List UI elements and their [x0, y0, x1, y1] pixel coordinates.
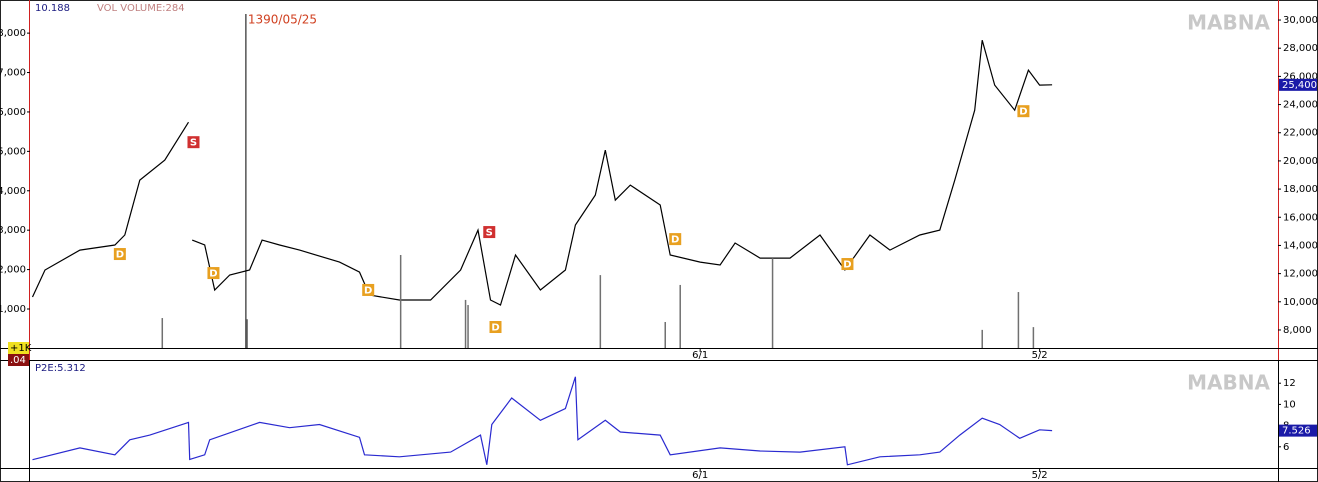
y2-tick-label: 22,000 — [1283, 128, 1318, 139]
event-marker-label: S — [486, 228, 493, 239]
volume-bar — [599, 275, 602, 348]
y2-tick-label: 28,000 — [1283, 43, 1318, 54]
last-value-box — [1279, 78, 1317, 91]
x-tick-label: 6/1 — [692, 350, 708, 361]
price-line — [32, 376, 1053, 466]
y-tick-label: 5,000 — [0, 146, 26, 157]
last-value-label: 25,400 — [1282, 80, 1317, 91]
y-tick-label: 2,000 — [0, 265, 26, 276]
event-marker — [483, 226, 496, 239]
y2-tick-label: 12 — [1283, 378, 1296, 389]
volume-bar — [1017, 292, 1020, 348]
y-tick-label: 3,000 — [0, 225, 26, 236]
event-marker — [669, 233, 682, 246]
y2-tick-label: 16,000 — [1283, 212, 1318, 223]
event-marker-label: D — [116, 250, 124, 261]
y2-tick-label: 20,000 — [1283, 156, 1318, 167]
price-line — [31, 40, 1053, 306]
legend-text: 10.188 — [35, 3, 70, 14]
y2-tick-label: 14,000 — [1283, 240, 1318, 251]
volume-label: VOL VOLUME:284 — [97, 3, 185, 14]
watermark: MABNA — [1187, 371, 1270, 395]
y2-tick-label: 24,000 — [1283, 100, 1318, 111]
event-marker-label: D — [209, 269, 217, 280]
event-marker-label: D — [364, 285, 372, 296]
volume-bar — [771, 258, 774, 348]
event-label: 1390/05/25 — [248, 13, 317, 27]
y-tick-label: 4,000 — [0, 186, 26, 197]
watermark: MABNA — [1187, 11, 1270, 35]
x-tick-label: 5/2 — [1032, 470, 1048, 481]
event-marker — [362, 283, 375, 296]
y2-tick-label: 12,000 — [1283, 269, 1318, 280]
x-tick-label: 5/2 — [1032, 350, 1048, 361]
event-marker — [187, 136, 200, 149]
y-tick-label: 7,000 — [0, 68, 26, 79]
corner-box — [8, 342, 29, 354]
y2-tick-label: 30,000 — [1283, 15, 1318, 26]
event-marker — [489, 321, 502, 334]
y2-tick-label: 6 — [1283, 442, 1289, 453]
y-tick-label: 1,000 — [0, 304, 26, 315]
last-value-label: 7.526 — [1282, 426, 1311, 437]
event-marker-label: D — [491, 323, 499, 334]
volume-bar — [981, 329, 983, 348]
event-marker-label: D — [843, 260, 851, 271]
x-tick-label: 6/1 — [692, 470, 708, 481]
event-marker — [841, 258, 854, 271]
volume-bar — [464, 299, 467, 348]
corner-label: +1K — [10, 343, 32, 354]
y2-tick-label: 10 — [1283, 399, 1296, 410]
y-tick-label: 8,000 — [0, 28, 26, 39]
event-marker-label: S — [190, 138, 197, 149]
y2-tick-label: 26,000 — [1283, 71, 1318, 82]
volume-bar — [679, 284, 681, 348]
volume-bar — [1032, 327, 1035, 348]
event-marker — [113, 248, 126, 261]
corner-label: .04 — [10, 355, 26, 366]
volume-bar — [161, 318, 164, 348]
volume-bar — [664, 321, 666, 348]
event-marker-label: D — [1019, 107, 1027, 118]
event-marker — [1017, 105, 1030, 118]
event-marker — [207, 267, 220, 280]
legend-text: P2E:5.312 — [35, 363, 86, 374]
last-value-box — [1279, 424, 1317, 437]
y2-tick-label: 10,000 — [1283, 297, 1318, 308]
event-marker-label: D — [671, 235, 679, 246]
volume-bar — [399, 254, 402, 348]
volume-bar — [467, 305, 469, 348]
corner-box — [8, 354, 29, 366]
y-tick-label: 6,000 — [0, 107, 26, 118]
y2-tick-label: 18,000 — [1283, 184, 1318, 195]
y2-tick-label: 8,000 — [1283, 325, 1312, 336]
volume-bar — [246, 319, 248, 348]
